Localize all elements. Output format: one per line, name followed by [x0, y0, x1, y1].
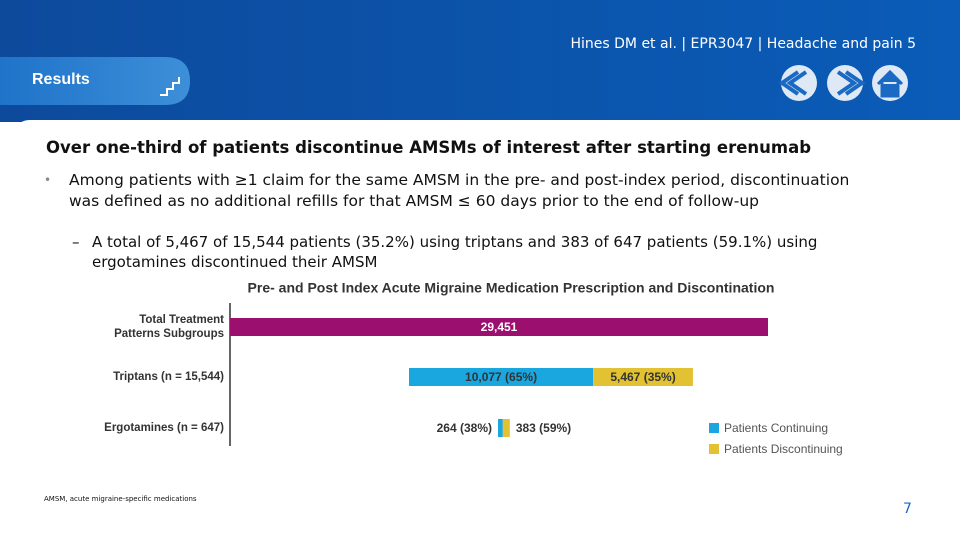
nav-home[interactable] [872, 65, 908, 101]
legend-label: Patients Discontinuing [724, 442, 843, 456]
category-label: Total Treatment Patterns Subgroups [114, 314, 224, 340]
page-number: 7 [903, 501, 912, 517]
chart-title: Pre- and Post Index Acute Migraine Medic… [248, 280, 775, 296]
bar-segment [409, 368, 594, 386]
value-label: 29,451 [481, 320, 518, 334]
citation: Hines DM et al. | EPR3047 | Headache and… [570, 36, 916, 52]
sub-bullet-marker: – [72, 233, 80, 251]
bar-segment [593, 368, 693, 386]
section-label: Results [32, 71, 90, 88]
legend-label: Patients Continuing [724, 421, 828, 435]
bar-segment [230, 318, 768, 336]
value-label: 383 (59%) [516, 421, 571, 435]
stairs-icon [160, 77, 180, 96]
nav-forward[interactable] [827, 65, 866, 101]
value-label: 10,077 (65%) [465, 370, 537, 384]
legend-swatch [709, 444, 719, 454]
section-tab [0, 57, 190, 105]
content-edge [0, 120, 960, 132]
bullet-marker: • [44, 173, 52, 187]
sub-bullet: A total of 5,467 of 15,544 patients (35.… [92, 233, 818, 271]
value-label: 264 (38%) [437, 421, 492, 435]
legend-swatch [709, 423, 719, 433]
category-label: Triptans (n = 15,544) [113, 371, 224, 383]
bullet: Among patients with ≥1 claim for the sam… [69, 171, 850, 210]
slide-title: Over one-third of patients discontinue A… [46, 138, 812, 157]
category-label: Ergotamines (n = 647) [104, 422, 224, 434]
nav-back[interactable] [778, 65, 817, 101]
footnote: AMSM, acute migraine-specific medication… [44, 495, 197, 503]
value-label: 5,467 (35%) [610, 370, 675, 384]
bar-segment [498, 419, 503, 437]
bar-segment [502, 419, 510, 437]
